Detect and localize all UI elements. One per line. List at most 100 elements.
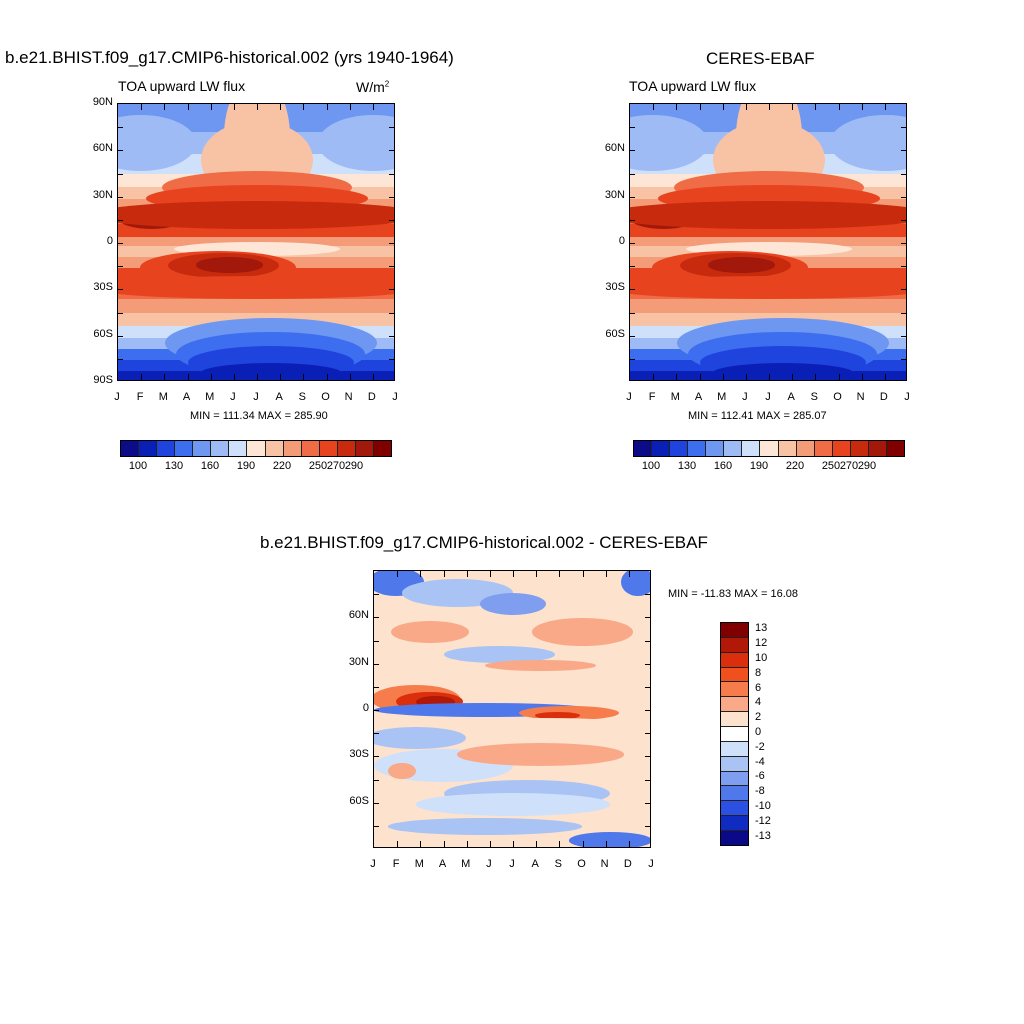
colorbar-label: 290 <box>344 460 364 472</box>
chart3-stats: MIN = -11.83 MAX = 16.08 <box>668 588 799 600</box>
colorbar-label: 100 <box>128 460 148 472</box>
chart2-x-tick-label: M <box>670 391 680 403</box>
chart3-x-tick-label: F <box>392 858 400 870</box>
colorbar-swatch <box>721 831 748 845</box>
colorbar-swatch <box>247 441 266 456</box>
colorbar-label: 12 <box>755 637 768 650</box>
colorbar-swatch <box>721 727 748 742</box>
chart1-colorbar <box>120 440 392 457</box>
x-tick <box>884 104 886 110</box>
y-tick <box>389 243 394 244</box>
chart1-stats: MIN = 111.34 MAX = 285.90 <box>190 410 328 422</box>
y-tick <box>374 663 379 665</box>
colorbar-swatch <box>721 637 748 653</box>
y-tick <box>645 617 650 619</box>
y-tick <box>118 358 123 360</box>
difference-contour <box>390 621 469 644</box>
y-tick <box>118 196 123 198</box>
y-tick <box>389 127 394 129</box>
x-tick <box>769 374 770 380</box>
colorbar-label: -10 <box>755 800 771 812</box>
y-tick <box>901 358 906 360</box>
y-tick <box>901 335 906 337</box>
chart2-x-tick-label: D <box>879 391 888 403</box>
y-tick <box>630 312 635 314</box>
chart1-x-tick-label: J <box>253 391 259 403</box>
x-tick <box>489 841 491 847</box>
chart1-y-tick-label: 60S <box>93 327 113 340</box>
chart2-y-tick-label: 60S <box>605 327 625 340</box>
colorbar-swatch <box>265 441 284 456</box>
x-tick <box>722 374 724 380</box>
y-tick <box>645 825 650 827</box>
colorbar-swatch <box>688 441 707 456</box>
colorbar-swatch <box>850 441 869 456</box>
chart1-y-tick-label: 30N <box>92 188 113 201</box>
chart1-y-tick-label: 0 <box>106 235 113 247</box>
y-tick <box>645 710 650 711</box>
chart2-x-tick-label: O <box>833 391 842 403</box>
colorbar-swatch <box>355 441 374 456</box>
x-tick <box>372 104 374 110</box>
y-tick <box>645 802 650 804</box>
chart2-x-tick-label: S <box>810 391 818 403</box>
colorbar-label: 2 <box>755 711 762 724</box>
y-tick <box>374 617 379 619</box>
colorbar-label: 130 <box>164 460 184 472</box>
colorbar-swatch <box>724 441 743 456</box>
chart3-y-tick-label: 60N <box>348 609 369 622</box>
x-tick <box>536 841 538 847</box>
colorbar-label: 130 <box>677 460 697 472</box>
colorbar-swatch <box>886 441 904 456</box>
y-tick <box>374 594 379 596</box>
flux-contour <box>118 276 394 299</box>
colorbar-swatch <box>760 441 779 456</box>
y-tick <box>901 219 906 221</box>
colorbar-swatch <box>139 441 158 456</box>
x-tick <box>861 104 863 110</box>
x-tick <box>326 104 328 110</box>
x-tick <box>303 374 305 380</box>
colorbar-swatch <box>721 712 748 728</box>
x-tick <box>559 841 561 847</box>
x-tick <box>676 104 678 110</box>
x-tick <box>722 104 724 110</box>
y-tick <box>645 733 650 735</box>
y-tick <box>630 335 635 337</box>
chart1-x-tick-label: M <box>158 391 168 403</box>
chart1-x-tick-label: S <box>298 391 306 403</box>
colorbar-swatch <box>634 441 653 456</box>
colorbar-swatch <box>157 441 176 456</box>
x-tick <box>676 374 678 380</box>
flux-contour <box>830 115 906 171</box>
colorbar-label: 270 <box>839 460 859 472</box>
colorbar-label: -4 <box>755 755 765 768</box>
x-tick <box>141 104 143 110</box>
colorbar-swatch <box>796 441 815 456</box>
colorbar-label: -8 <box>755 785 765 798</box>
x-tick <box>443 841 445 847</box>
colorbar-label: -2 <box>755 740 765 753</box>
colorbar-swatch <box>670 441 689 456</box>
y-tick <box>374 640 379 642</box>
difference-contour <box>532 618 633 647</box>
chart1-x-tick-label: J <box>114 391 120 403</box>
x-tick <box>349 374 351 380</box>
chart2-subtitle: TOA upward LW flux <box>629 78 757 94</box>
colorbar-label: 160 <box>200 460 220 472</box>
x-tick <box>861 374 863 380</box>
colorbar-swatch <box>337 441 356 456</box>
colorbar-label: 190 <box>749 460 769 472</box>
colorbar-label: 290 <box>857 460 877 472</box>
x-tick <box>210 104 212 110</box>
y-tick <box>374 710 379 711</box>
chart2-x-tick-label: J <box>765 391 771 403</box>
chart2-plot-area <box>629 103 907 381</box>
x-tick <box>628 571 630 577</box>
x-tick <box>280 104 282 110</box>
chart3-x-tick-label: M <box>461 858 471 870</box>
chart3-x-tick-label: A <box>531 858 539 870</box>
colorbar-label: 10 <box>755 652 768 664</box>
chart1-y-tick-label: 90N <box>92 96 113 108</box>
y-tick <box>630 219 635 221</box>
